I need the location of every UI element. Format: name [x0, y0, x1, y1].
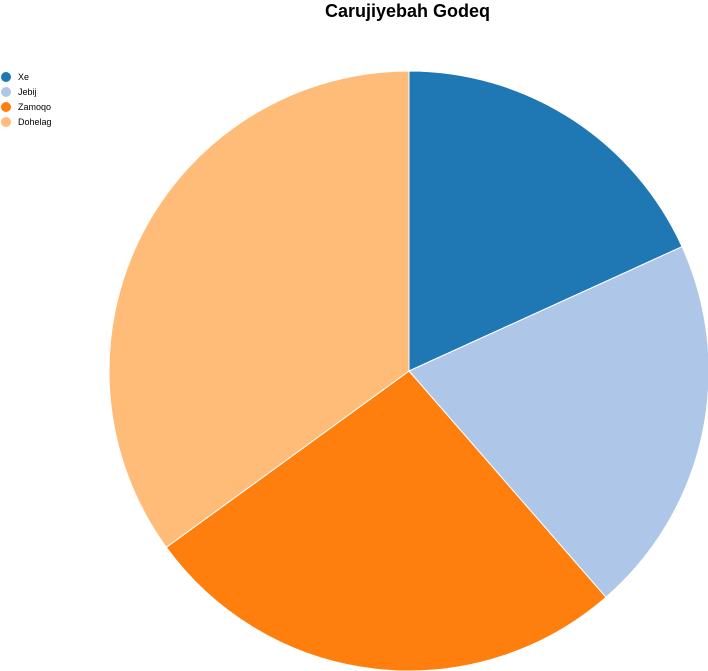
legend-swatch [1, 86, 11, 97]
legend-swatch [1, 71, 11, 82]
legend-label: Xe [18, 71, 30, 82]
pie-slice-zamoqo[interactable] [165, 370, 607, 671]
legend-swatch [1, 101, 11, 112]
pie-slice-dohelag[interactable] [108, 70, 410, 549]
pie-slice-xe[interactable] [408, 70, 683, 372]
pie-slice-jebij[interactable] [408, 246, 708, 598]
legend-item-1[interactable]: Jebij [1, 84, 52, 99]
legend-label: Jebij [18, 86, 37, 97]
legend-item-2[interactable]: Zamoqo [1, 99, 52, 114]
legend-swatch [1, 116, 11, 127]
legend-label: Zamoqo [18, 101, 52, 112]
legend-item-3[interactable]: Dohelag [1, 114, 52, 129]
legend-label: Dohelag [18, 116, 52, 127]
chart-title: Carujiyebah Godeq [324, 1, 491, 21]
legend: Xe Jebij Zamoqo Dohelag [1, 69, 52, 129]
legend-item-0[interactable]: Xe [1, 69, 52, 84]
